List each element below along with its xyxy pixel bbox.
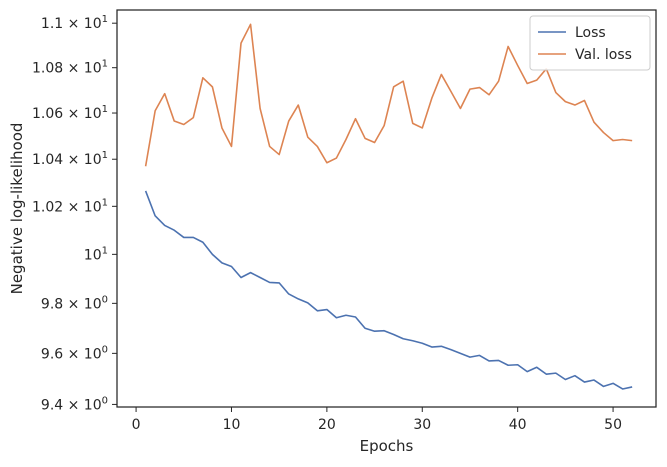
y-tick-label: 9.6 × 100 <box>41 344 108 362</box>
x-tick-label: 20 <box>318 417 336 433</box>
y-tick-label: 1.1 × 101 <box>41 14 108 32</box>
y-axis-title: Negative log-likelihood <box>8 123 26 295</box>
y-tick-label: 1.08 × 101 <box>32 59 108 77</box>
legend-label: Loss <box>575 25 606 41</box>
x-tick-label: 30 <box>413 417 431 433</box>
y-tick-label: 1.02 × 101 <box>32 197 108 215</box>
x-tick-label: 0 <box>132 417 141 433</box>
legend: Loss Val. loss <box>530 16 650 70</box>
legend-label: Val. loss <box>575 47 632 63</box>
y-tick-label: 9.4 × 100 <box>41 395 108 413</box>
y-tick-label: 9.8 × 100 <box>41 294 108 312</box>
x-tick-label: 10 <box>223 417 241 433</box>
y-tick-label: 1.04 × 101 <box>32 150 108 168</box>
y-tick-label: 1.06 × 101 <box>32 104 108 122</box>
x-tick-label: 50 <box>604 417 622 433</box>
x-tick-label: 40 <box>509 417 527 433</box>
x-axis-title: Epochs <box>360 437 414 455</box>
